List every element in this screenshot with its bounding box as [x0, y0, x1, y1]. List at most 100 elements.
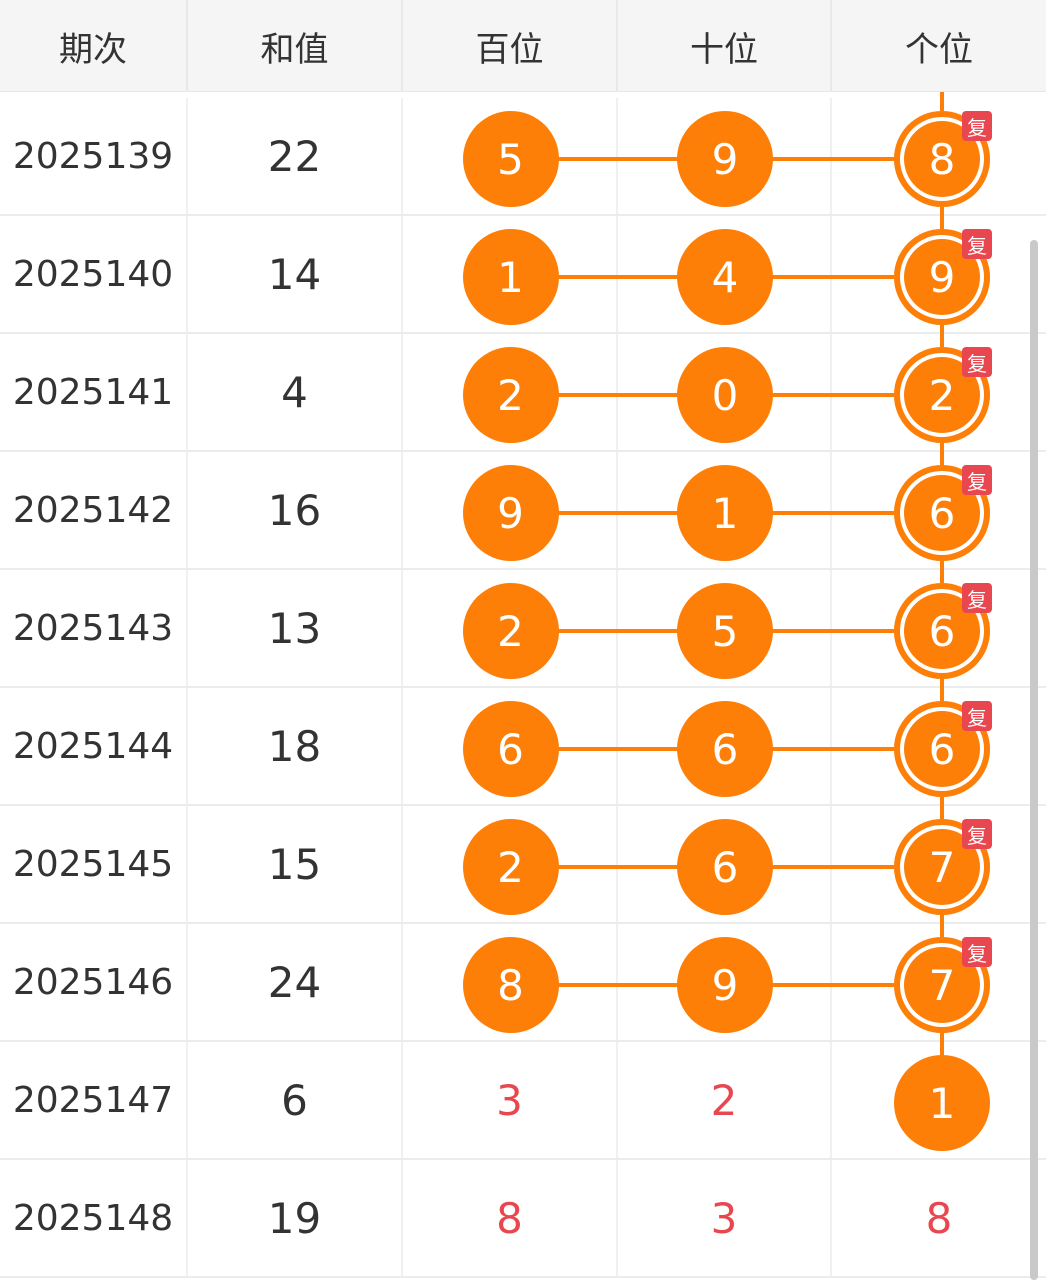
cell-period: 2025147: [0, 1042, 188, 1158]
sum-value: 13: [267, 603, 322, 653]
sum-value: 6: [281, 1075, 308, 1125]
cell-period: 2025144: [0, 688, 188, 804]
period-value: 2025147: [12, 1079, 174, 1121]
cell-sum: 13: [188, 570, 403, 686]
header-sum: 和值: [188, 0, 403, 92]
sum-value: 4: [281, 367, 308, 417]
cell-hundreds: [403, 806, 618, 922]
sum-value: 16: [267, 485, 322, 535]
tens-value: 2: [710, 1075, 738, 1125]
tens-ball: 9: [677, 937, 773, 1033]
sum-value: 18: [267, 721, 322, 771]
cell-sum: 24: [188, 924, 403, 1040]
sum-value: 22: [267, 131, 322, 181]
header-period: 期次: [0, 0, 188, 92]
cell-sum: 19: [188, 1160, 403, 1276]
table-row: 2025146 24: [0, 924, 1046, 1042]
cell-tens: [618, 452, 832, 568]
table-row: 2025148 19 8 3 8: [0, 1160, 1046, 1278]
sum-value: 24: [267, 957, 322, 1007]
table-row: 2025145 15: [0, 806, 1046, 924]
cell-sum: 16: [188, 452, 403, 568]
cell-sum: 22: [188, 98, 403, 214]
hundreds-ball: 5: [462, 111, 559, 207]
tens-ball: 0: [677, 347, 773, 443]
period-value: 2025140: [12, 253, 174, 295]
header-units: 个位: [905, 29, 973, 70]
cell-sum: 18: [188, 688, 403, 804]
table-header: 期次 和值 百位 十位 个位: [0, 0, 1046, 92]
cell-hundreds: [403, 216, 618, 332]
cell-sum: 15: [188, 806, 403, 922]
tens-ball: 4: [677, 229, 773, 325]
units-value: 8: [925, 1193, 953, 1243]
repeat-tag: 复: [962, 111, 992, 141]
cell-period: 2025140: [0, 216, 188, 332]
cell-hundreds: [403, 570, 618, 686]
cell-period: 2025143: [0, 570, 188, 686]
table-row: 2025139 22: [0, 98, 1046, 216]
cell-hundreds: [403, 334, 618, 450]
hundreds-value: 3: [496, 1075, 523, 1125]
table-row: 2025144 18: [0, 688, 1046, 806]
scrollbar[interactable]: [1030, 240, 1038, 1280]
table-row: 2025141 4: [0, 334, 1046, 452]
sum-value: 14: [267, 249, 322, 299]
tens-ball: 1: [677, 465, 773, 561]
cell-units: 8: [832, 1160, 1046, 1276]
period-value: 2025139: [12, 135, 174, 177]
units-ball: 1: [894, 1055, 990, 1151]
results-table: 2025139 22 2025140 14 2025141 4 2025142 16 20251…: [0, 98, 1046, 1280]
cell-hundreds: [403, 924, 618, 1040]
cell-tens: [618, 806, 832, 922]
tens-value: 3: [710, 1193, 738, 1243]
table-row: 2025142 16: [0, 452, 1046, 570]
cell-tens: 2: [618, 1042, 832, 1158]
cell-period: 2025142: [0, 452, 188, 568]
hundreds-ball: 9: [462, 465, 559, 561]
cell-tens: 3: [618, 1160, 832, 1276]
cell-tens: [618, 98, 832, 214]
cell-period: 2025139: [0, 98, 188, 214]
repeat-tag: 复: [962, 347, 992, 377]
hundreds-ball: 2: [462, 819, 559, 915]
hundreds-ball: 8: [462, 937, 559, 1033]
sum-value: 19: [267, 1193, 322, 1243]
cell-sum: 4: [188, 334, 403, 450]
sum-value: 15: [267, 839, 322, 889]
cell-sum: 6: [188, 1042, 403, 1158]
cell-tens: [618, 924, 832, 1040]
tens-ball: 6: [677, 701, 773, 797]
hundreds-ball: 6: [462, 701, 559, 797]
tens-ball: 6: [677, 819, 773, 915]
cell-period: 2025145: [0, 806, 188, 922]
header-hundreds: 百位: [403, 0, 618, 92]
cell-tens: [618, 216, 832, 332]
cell-hundreds: [403, 452, 618, 568]
repeat-tag: 复: [962, 583, 992, 613]
header-tens: 十位: [618, 0, 832, 92]
period-value: 2025144: [12, 725, 174, 767]
cell-period: 2025148: [0, 1160, 188, 1276]
tens-ball: 5: [677, 583, 773, 679]
cell-hundreds: [403, 688, 618, 804]
period-value: 2025141: [12, 371, 174, 413]
repeat-tag: 复: [962, 465, 992, 495]
cell-hundreds: 8: [403, 1160, 618, 1276]
hundreds-ball: 2: [462, 347, 559, 443]
table-row: 2025140 14: [0, 216, 1046, 334]
cell-tens: [618, 688, 832, 804]
period-value: 2025145: [12, 843, 174, 885]
hundreds-ball: 1: [462, 229, 559, 325]
tens-ball: 9: [677, 111, 773, 207]
cell-sum: 14: [188, 216, 403, 332]
table-row: 2025147 6 3 2: [0, 1042, 1046, 1160]
period-value: 2025148: [12, 1197, 174, 1239]
hundreds-value: 8: [496, 1193, 523, 1243]
cell-period: 2025141: [0, 334, 188, 450]
cell-tens: [618, 570, 832, 686]
repeat-tag: 复: [962, 701, 992, 731]
repeat-tag: 复: [962, 819, 992, 849]
period-value: 2025146: [12, 961, 174, 1003]
period-value: 2025142: [12, 489, 174, 531]
